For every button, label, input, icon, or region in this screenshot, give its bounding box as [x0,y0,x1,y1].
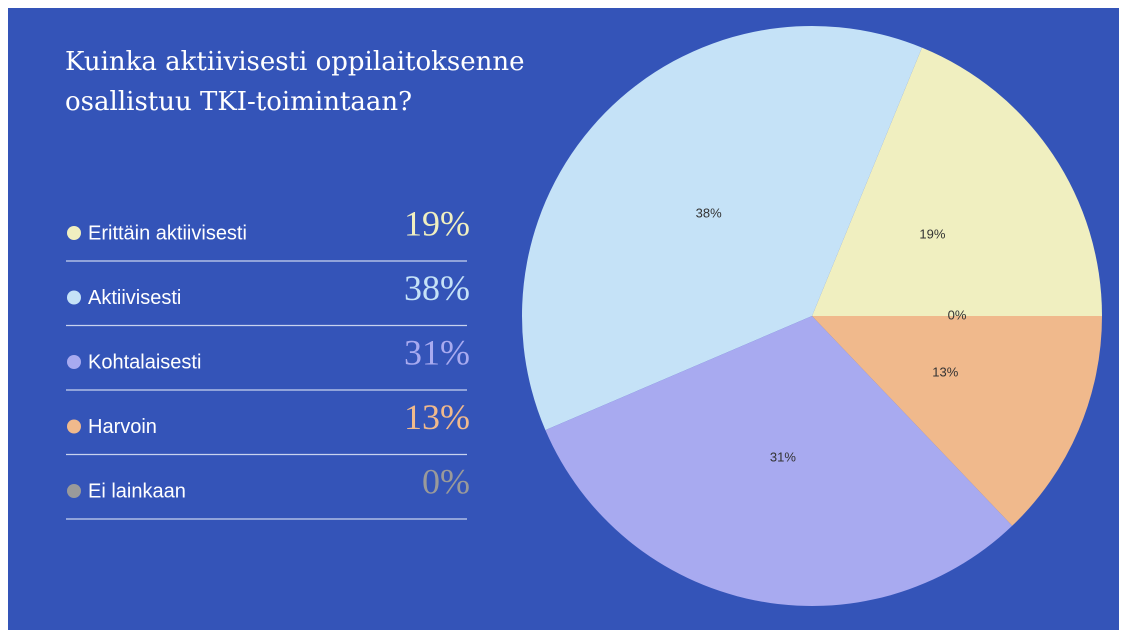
legend-swatch [67,226,81,240]
slice-label: 38% [696,206,722,221]
legend-label: Harvoin [88,416,157,438]
slice-label: 31% [770,449,796,464]
legend-label: Ei lainkaan [88,480,186,502]
legend-swatch [67,355,81,369]
pie-slice [812,316,1102,526]
pie-slice [545,316,1013,606]
slice-label: 19% [919,227,945,242]
legend-label: Erittäin aktiivisesti [88,222,247,244]
legend-value: 38% [404,268,470,308]
legend-swatch [67,419,81,434]
pie-slice [812,47,1102,316]
legend-label: Kohtalaisesti [88,351,201,373]
legend-swatch [67,484,81,498]
legend-value: 0% [422,461,470,501]
slice-label: 13% [932,364,958,379]
legend-swatch [67,290,81,305]
legend-value: 19% [404,203,470,243]
legend-value: 31% [404,332,470,372]
slice-label: 0% [948,307,967,322]
legend-value: 13% [404,397,470,437]
chart-title: Kuinka aktiivisesti oppilaitoksenne osal… [65,47,525,117]
pie-slice [522,25,922,431]
legend-label: Aktiivisesti [88,287,181,309]
